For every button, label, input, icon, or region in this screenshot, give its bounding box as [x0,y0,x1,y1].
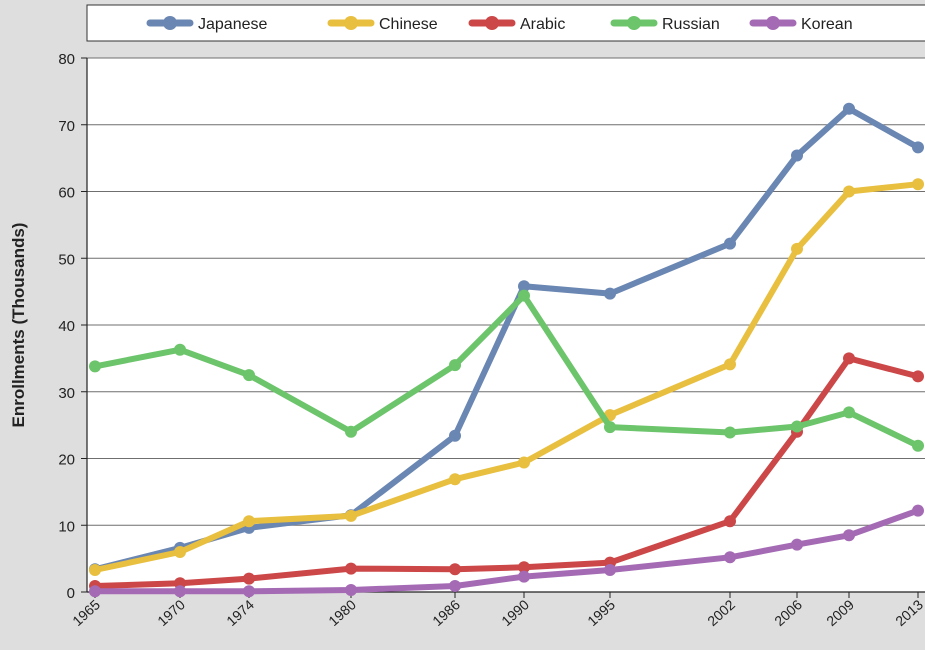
x-tick-label: 2002 [704,596,738,629]
data-point-arabic [724,515,736,528]
legend-label-japanese: Japanese [198,16,267,33]
data-point-japanese [449,429,461,442]
y-tick-label: 10 [58,518,75,535]
y-tick-label: 50 [58,251,75,268]
x-tick-label: 2009 [823,596,857,629]
y-tick-label: 60 [58,185,75,202]
x-tick-label: 1980 [325,596,359,629]
legend: Japanese Chinese Arabic Russian Korean [86,4,925,42]
x-tick-label: 1970 [154,596,188,629]
data-point-chinese [174,546,186,558]
legend-label-russian: Russian [662,16,720,33]
data-point-arabic [843,352,855,365]
x-tick-label: 1986 [429,596,463,629]
data-point-arabic [243,572,255,585]
data-point-russian [724,426,736,439]
data-point-russian [174,343,186,356]
y-axis-title: Enrollments (Thousands) [9,223,28,428]
series-layer [89,102,924,598]
x-tick-label: 1974 [223,596,257,629]
data-point-russian [791,420,803,433]
x-tick-label: 2013 [892,596,925,629]
data-point-russian [912,439,924,452]
data-point-chinese [89,564,101,576]
x-tick-label: 2006 [771,596,805,629]
data-point-japanese [604,287,616,300]
data-point-russian [604,421,616,434]
data-point-chinese [345,509,357,522]
data-point-russian [518,289,530,302]
data-point-russian [89,360,101,373]
data-point-arabic [912,370,924,383]
data-point-russian [345,425,357,438]
data-point-chinese [724,358,736,371]
data-point-japanese [724,237,736,250]
data-point-arabic [518,561,530,574]
data-point-arabic [345,562,357,575]
data-point-chinese [843,185,855,198]
data-point-russian [843,406,855,419]
legend-label-korean: Korean [801,16,853,33]
data-point-korean [174,585,186,598]
legend-swatch-marker-arabic [485,16,499,30]
data-point-korean [518,570,530,583]
data-point-chinese [518,456,530,469]
data-point-japanese [518,280,530,293]
y-tick-label: 30 [58,385,75,402]
gridlines [87,57,925,526]
legend-swatch-marker-japanese [163,16,177,30]
data-point-chinese [449,473,461,486]
data-point-russian [243,369,255,382]
x-tick-label: 1990 [498,596,532,629]
data-point-chinese [912,178,924,191]
legend-label-chinese: Chinese [379,16,438,33]
y-tick-label: 80 [58,51,75,68]
legend-swatch-marker-russian [627,16,641,30]
data-point-korean [604,564,616,576]
legend-label-arabic: Arabic [520,16,565,33]
data-point-japanese [912,141,924,154]
data-point-arabic [449,563,461,576]
y-tick-label: 70 [58,118,75,135]
y-tick-label: 20 [58,452,75,469]
data-point-japanese [843,102,855,115]
legend-swatch-marker-chinese [344,16,358,30]
data-point-korean [843,529,855,542]
x-tick-label: 1995 [584,596,618,629]
data-point-chinese [243,515,255,528]
data-point-korean [724,551,736,564]
data-point-russian [449,359,461,372]
data-point-korean [449,580,461,592]
data-point-korean [89,585,101,598]
data-point-korean [345,584,357,596]
data-point-korean [243,585,255,598]
y-tick-label: 40 [58,318,75,335]
data-point-chinese [791,242,803,255]
legend-swatch-marker-korean [766,16,780,30]
y-tick-label: 0 [67,585,75,602]
data-point-japanese [791,149,803,162]
data-point-korean [912,504,924,517]
data-point-korean [791,538,803,551]
